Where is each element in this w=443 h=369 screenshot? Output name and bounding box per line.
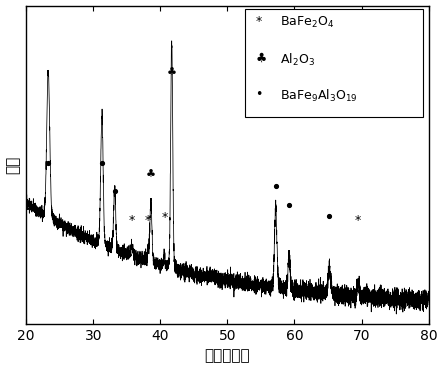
- Text: *: *: [161, 211, 167, 224]
- Text: Al$_2$O$_3$: Al$_2$O$_3$: [280, 52, 315, 68]
- Text: ♣: ♣: [256, 52, 267, 65]
- Text: •: •: [256, 88, 263, 101]
- Text: Al$_2$O$_3$: Al$_2$O$_3$: [280, 52, 315, 68]
- Bar: [245, 9, 423, 117]
- Text: *: *: [145, 214, 152, 227]
- Text: BaFe$_2$O$_4$: BaFe$_2$O$_4$: [280, 15, 334, 30]
- X-axis label: 角度（度）: 角度（度）: [205, 348, 250, 363]
- Text: *: *: [129, 214, 135, 227]
- Text: *: *: [256, 15, 262, 28]
- Text: •: •: [256, 88, 263, 101]
- Text: ♣: ♣: [146, 170, 156, 180]
- Text: *: *: [256, 15, 262, 28]
- Text: *: *: [355, 214, 361, 227]
- Text: ♣: ♣: [167, 68, 177, 77]
- Y-axis label: 强度: 强度: [6, 156, 20, 174]
- Text: BaFe$_9$Al$_3$O$_{19}$: BaFe$_9$Al$_3$O$_{19}$: [280, 88, 358, 104]
- Text: ♣: ♣: [256, 52, 267, 65]
- Text: BaFe$_9$Al$_3$O$_{19}$: BaFe$_9$Al$_3$O$_{19}$: [280, 88, 358, 104]
- Text: BaFe$_2$O$_4$: BaFe$_2$O$_4$: [280, 15, 334, 30]
